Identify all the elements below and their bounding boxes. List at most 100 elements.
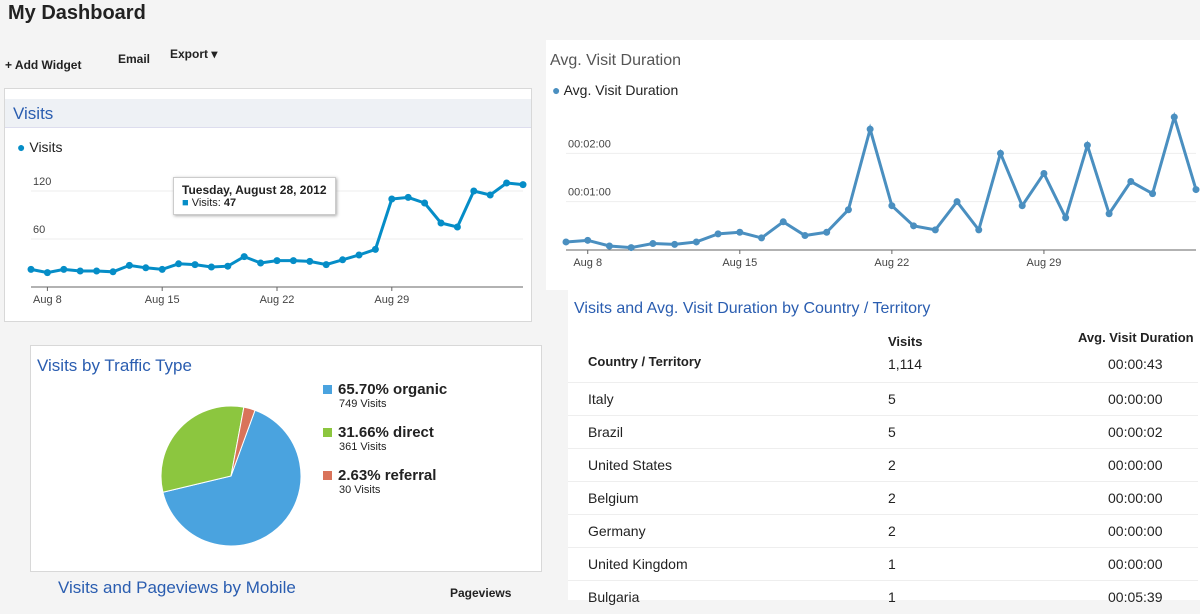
total-row: 1,114 00:00:43 xyxy=(568,348,1198,381)
table-cell: 2 xyxy=(888,490,896,506)
x-tick-label: Aug 22 xyxy=(260,294,295,306)
point xyxy=(142,264,150,272)
point xyxy=(801,232,809,239)
point xyxy=(60,265,68,273)
page: My Dashboard + Add Widget Email Export ▾… xyxy=(4,2,1200,605)
point xyxy=(1105,210,1113,218)
point xyxy=(823,228,831,236)
legend-visits: 361 Visits xyxy=(339,441,387,453)
point xyxy=(306,257,314,265)
point xyxy=(649,240,657,248)
legend-value: 2.63% xyxy=(338,467,381,484)
visits-chart: 60 120 Aug 8 Aug 15 Aug 22 Aug 29 xyxy=(27,176,527,306)
x-tick-label: Aug 29 xyxy=(374,294,409,306)
table-cell: 00:00:00 xyxy=(1108,556,1163,572)
point xyxy=(1018,202,1026,210)
dashboard-title: My Dashboard xyxy=(8,2,146,24)
point xyxy=(322,261,330,269)
table-row: United Kingdom 1 00:00:00 xyxy=(568,547,1198,581)
pie-slice xyxy=(160,405,245,493)
table-cell: 00:05:39 xyxy=(1108,589,1163,605)
table-cell: 00:00:00 xyxy=(1108,457,1163,473)
country-table: Country / Territory Visits Avg. Visit Dura… xyxy=(568,330,1200,605)
point xyxy=(27,265,35,273)
point xyxy=(453,223,461,231)
point xyxy=(503,179,511,187)
duration-widget: Avg. Visit Duration ● Avg. Visit Duratio… xyxy=(546,40,1200,290)
add-widget-button[interactable]: + Add Widget xyxy=(5,58,82,72)
legend-name: organic xyxy=(393,381,448,398)
widget-title: Avg. Visit Duration xyxy=(550,52,682,69)
table-cell: 1 xyxy=(888,589,896,605)
x-tick-label: Aug 15 xyxy=(145,294,180,306)
column-header: Country / Territory xyxy=(588,354,702,369)
point xyxy=(758,234,766,242)
point xyxy=(43,269,51,277)
x-tick-label: Aug 29 xyxy=(1026,257,1061,269)
tooltip-value: 47 xyxy=(223,197,237,209)
point xyxy=(584,236,592,244)
table-cell: 00:00:00 xyxy=(1108,523,1163,539)
widget-title: Visits by Traffic Type xyxy=(37,356,192,375)
point xyxy=(844,206,852,214)
x-tick-label: Aug 8 xyxy=(573,257,602,269)
point xyxy=(93,267,101,275)
point xyxy=(519,181,527,189)
legend-item: 2.63% referral 30 Visits xyxy=(323,467,533,496)
point xyxy=(109,268,117,276)
table-row: Italy 5 00:00:00 xyxy=(568,382,1198,416)
email-button[interactable]: Email xyxy=(118,52,151,66)
widget-title: Visits and Pageviews by Mobile xyxy=(58,578,296,597)
point xyxy=(866,125,874,133)
point xyxy=(388,195,396,203)
table-cell: Belgium xyxy=(588,490,639,506)
point xyxy=(1192,186,1200,194)
x-tick-label: Aug 22 xyxy=(874,257,909,269)
point xyxy=(224,262,232,270)
point xyxy=(888,202,896,210)
legend-value: 31.66% xyxy=(338,424,389,441)
point xyxy=(125,261,133,269)
table-cell: 5 xyxy=(888,424,896,440)
point xyxy=(175,260,183,268)
point xyxy=(207,263,215,271)
point xyxy=(1083,141,1091,149)
legend-swatch xyxy=(323,471,332,480)
x-tick-label: Aug 8 xyxy=(33,294,62,306)
y-tick-label: 00:02:00 xyxy=(568,138,611,150)
point xyxy=(257,259,265,267)
y-tick-label: 120 xyxy=(33,176,51,188)
pie-legend: 65.70% organic 749 Visits 31.66% direct 361… xyxy=(323,381,533,510)
table-cell: Italy xyxy=(588,391,614,407)
line xyxy=(565,111,1198,250)
point xyxy=(486,191,494,199)
column-header: Avg. Visit Duration xyxy=(1078,330,1194,345)
table-row: Bulgaria 1 00:05:39 xyxy=(568,580,1198,614)
export-button[interactable]: Export ▾ xyxy=(170,47,218,61)
point xyxy=(240,253,248,261)
widget-title: Visits xyxy=(13,104,54,123)
widget-title: Visits and Avg. Visit Duration by Countr… xyxy=(574,300,931,317)
total-cell: 00:00:43 xyxy=(1108,356,1163,372)
y-tick-label: 60 xyxy=(33,224,45,236)
legend-value: 65.70% xyxy=(338,381,389,398)
legend-visits: 749 Visits xyxy=(339,398,387,410)
point xyxy=(779,218,787,226)
table-row: Germany 2 00:00:00 xyxy=(568,514,1198,548)
table-header: Country / Territory Visits Avg. Visit Dura… xyxy=(568,330,1198,369)
traffic-widget: Visits by Traffic Type 65.70% organic 749… xyxy=(30,345,542,572)
visits-widget: Visits ● Visits 60 120 Aug 8 Aug 15 Aug 22 Au… xyxy=(4,88,532,322)
table-row: Belgium 2 00:00:00 xyxy=(568,481,1198,515)
point xyxy=(605,242,613,250)
duration-chart: 00:01:00 00:02:00 Aug 8 Aug 15 Aug 22 Aug 29 xyxy=(562,111,1200,269)
point xyxy=(339,256,347,264)
pie-slice xyxy=(162,409,302,547)
point xyxy=(910,222,918,230)
point xyxy=(736,228,744,236)
table-cell: 1 xyxy=(888,556,896,572)
point xyxy=(289,257,297,265)
table-cell: United States xyxy=(588,457,673,473)
tooltip: Tuesday, August 28, 2012 ■ Visits: 47 xyxy=(173,177,336,215)
point xyxy=(692,238,700,246)
point xyxy=(76,267,84,275)
